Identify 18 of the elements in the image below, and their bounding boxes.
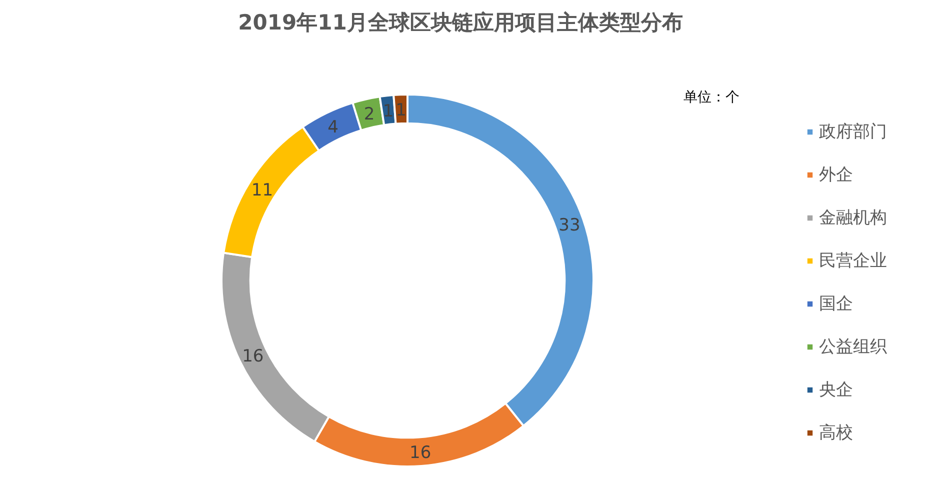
data-label: 16 (242, 346, 264, 366)
legend-label: 国企 (819, 293, 853, 315)
text: 单位：个 (684, 90, 740, 106)
legend-label: 民营企业 (819, 250, 887, 272)
data-label: 16 (410, 443, 432, 464)
chart-title: 2019年11月全球区块链应用项目主体类型分布 (238, 10, 683, 34)
legend-label: 公益组织 (819, 336, 887, 358)
data-label: 1 (382, 101, 394, 122)
data-label: 1 (396, 100, 407, 121)
data-label: 33 (558, 215, 580, 236)
data-label: 11 (251, 180, 274, 201)
legend-label: 外企 (819, 164, 853, 186)
data-label: 2 (364, 104, 375, 125)
legend-label: 央企 (819, 379, 853, 401)
legend-label: 政府部门 (819, 121, 887, 143)
legend-label: 金融机构 (819, 207, 887, 229)
legend-label: 高校 (819, 422, 853, 444)
data-label: 4 (328, 117, 338, 138)
